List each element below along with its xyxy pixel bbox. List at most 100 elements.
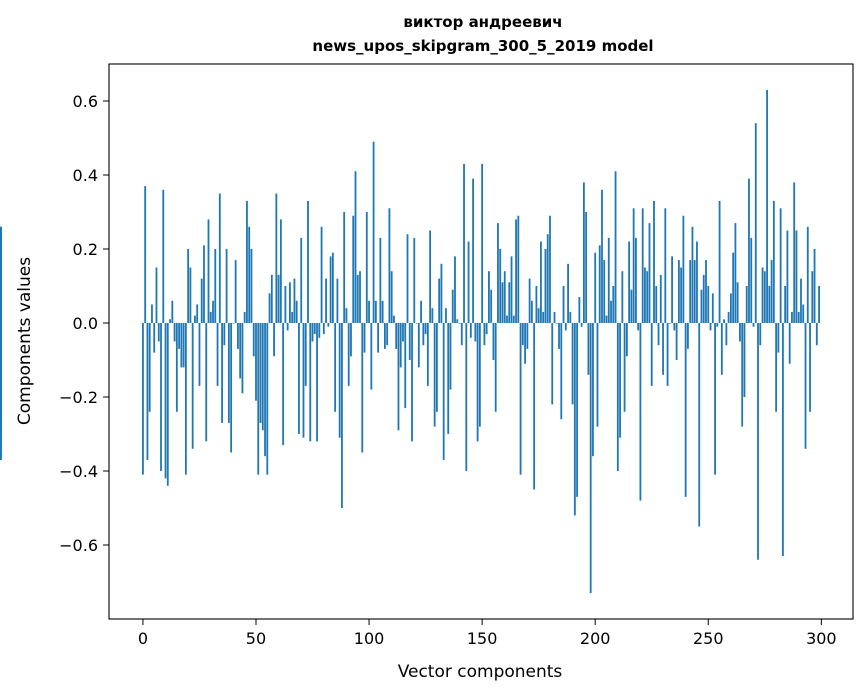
bar: [526, 323, 529, 349]
bar: [795, 230, 798, 323]
bar: [329, 256, 332, 323]
x-tick-label: 100: [354, 629, 385, 648]
bar: [325, 278, 327, 323]
bar: [664, 208, 667, 323]
bar: [460, 323, 463, 346]
bar: [237, 323, 239, 349]
bar: [223, 323, 226, 346]
bar: [691, 226, 694, 323]
bar: [603, 260, 606, 323]
bar: [178, 323, 181, 349]
bar: [383, 323, 386, 349]
bar: [250, 249, 253, 323]
bar: [420, 300, 422, 323]
bar: [417, 323, 420, 368]
bar: [399, 323, 402, 368]
bar: [404, 323, 407, 409]
bar: [248, 226, 251, 323]
bar: [390, 271, 393, 323]
bar: [347, 323, 350, 386]
bar: [716, 323, 719, 327]
bar: [266, 323, 269, 475]
bar: [270, 274, 273, 323]
bar: [336, 278, 339, 323]
bar: [653, 200, 655, 323]
bar: [768, 286, 771, 323]
bar: [788, 323, 791, 364]
bar: [381, 300, 384, 323]
bar: [612, 286, 615, 323]
bar: [616, 323, 619, 471]
bar: [542, 311, 545, 323]
bar: [528, 278, 531, 323]
plot-frame: [108, 63, 854, 620]
bar: [198, 323, 201, 386]
bar: [354, 171, 357, 323]
bar: [781, 323, 784, 557]
bar: [474, 323, 477, 342]
bar: [594, 252, 597, 323]
bar: [752, 323, 755, 327]
bar: [725, 323, 728, 346]
bar: [194, 315, 196, 323]
bar: [727, 311, 730, 323]
bar: [166, 323, 169, 486]
bar: [625, 323, 628, 357]
bar: [809, 323, 811, 412]
bar: [675, 323, 678, 360]
bar: [558, 323, 560, 349]
bar: [700, 289, 703, 323]
bar: [481, 163, 484, 323]
bar: [386, 323, 389, 346]
bar: [402, 323, 404, 342]
bar: [343, 212, 346, 323]
y-axis-label: Components values: [15, 257, 35, 425]
bar: [374, 300, 377, 323]
bar: [571, 323, 574, 405]
bar: [650, 323, 653, 386]
bar: [535, 286, 538, 323]
bar: [465, 323, 468, 471]
bar: [157, 323, 160, 342]
bar: [635, 237, 637, 323]
bar: [779, 208, 782, 323]
bar: [630, 289, 633, 323]
x-axis-label: Vector components: [398, 662, 563, 682]
bar: [596, 323, 599, 427]
bar: [748, 178, 750, 323]
bar: [499, 249, 502, 323]
bar: [393, 315, 395, 323]
bar: [623, 323, 626, 412]
bar: [802, 304, 805, 323]
x-tick-label: 150: [467, 629, 498, 648]
bar: [567, 263, 569, 323]
bar: [316, 323, 318, 442]
bar: [702, 274, 705, 323]
bar: [442, 323, 445, 460]
bar: [449, 323, 452, 390]
bar: [241, 323, 244, 394]
bar: [555, 323, 558, 324]
bar: [734, 223, 737, 323]
bar: [352, 215, 355, 323]
bar: [677, 260, 680, 323]
bar: [246, 200, 248, 323]
bar: [637, 323, 640, 331]
bar: [189, 267, 192, 323]
bar: [433, 323, 436, 427]
bar: [707, 286, 710, 323]
bar: [216, 323, 219, 386]
bar: [770, 260, 773, 323]
bar: [736, 282, 739, 323]
bar: [478, 323, 481, 427]
bar: [818, 286, 820, 323]
bar: [815, 323, 818, 346]
bar: [689, 260, 692, 323]
bar: [784, 286, 787, 323]
bar: [546, 234, 549, 323]
bar: [397, 323, 400, 431]
bar: [363, 323, 366, 353]
bar: [763, 271, 766, 323]
bar: [259, 323, 262, 423]
bar: [533, 323, 536, 490]
